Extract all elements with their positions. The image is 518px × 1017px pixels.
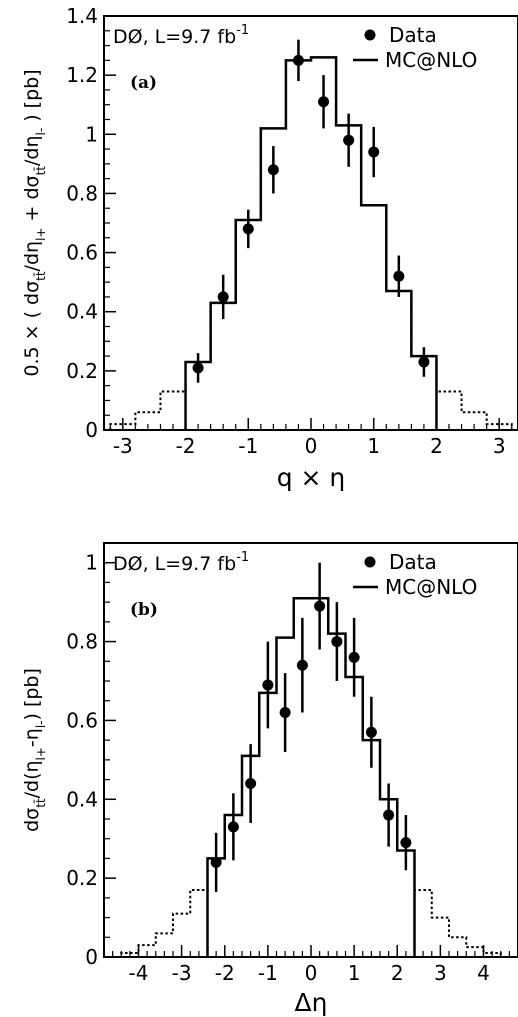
y-tick-label-a: 0 bbox=[85, 418, 98, 442]
data-point-a bbox=[368, 146, 380, 158]
y-tick-label-a: 0.2 bbox=[66, 359, 98, 383]
data-point-a bbox=[192, 362, 204, 374]
y-axis-title-a: 0.5 × ( dσtt̄/dηl+ + dσtt̄/dηl- ) [pb] bbox=[21, 69, 48, 376]
data-point-a bbox=[343, 134, 355, 146]
panel-a: -3 -2 -1 0 1 2 3 0 0.2 0.4 0.6 0.8 1 1.2 1.4 DØ, L=9.7… bbox=[21, 4, 518, 492]
mc-solid-histogram-a bbox=[184, 56, 438, 430]
panel-label-a: (a) bbox=[130, 73, 157, 93]
x-tick-label-b: 2 bbox=[391, 961, 404, 985]
legend-data-label-b: Data bbox=[389, 550, 437, 574]
x-tick-label-a: 0 bbox=[305, 434, 318, 458]
x-tick-label-a: 1 bbox=[367, 434, 380, 458]
x-axis-title-a: q × η bbox=[277, 463, 346, 492]
data-point-b bbox=[262, 679, 274, 691]
data-point-b bbox=[400, 837, 412, 849]
data-point-b bbox=[314, 600, 326, 612]
data-points-a bbox=[192, 39, 430, 383]
x-tick-label-a: -1 bbox=[238, 434, 258, 458]
x-tick-label-b: 4 bbox=[477, 961, 490, 985]
mc-solid-a bbox=[184, 56, 438, 430]
legend-mc-label-b: MC@NLO bbox=[385, 575, 477, 599]
data-point-b bbox=[365, 726, 377, 738]
x-tick-label-b: -2 bbox=[215, 961, 235, 985]
mc-dotted-histogram-b bbox=[104, 597, 518, 958]
y-tick-label-b: 0 bbox=[85, 945, 98, 969]
y-tick-label-a: 1.2 bbox=[66, 63, 98, 87]
x-tick-label-a: 2 bbox=[430, 434, 443, 458]
data-point-b bbox=[348, 651, 360, 663]
y-tick-label-b: 0.2 bbox=[66, 866, 98, 890]
data-point-b bbox=[331, 636, 343, 648]
x-tick-label-a: -2 bbox=[176, 434, 196, 458]
data-point-a bbox=[418, 356, 430, 368]
mc-dotted-histogram-a bbox=[109, 56, 513, 430]
x-tick-label-b: -3 bbox=[172, 961, 192, 985]
mc-solid-histogram-b bbox=[206, 596, 416, 957]
data-point-b bbox=[210, 856, 222, 868]
panel-label-b: (b) bbox=[130, 600, 158, 620]
legend-data-marker-a bbox=[364, 29, 376, 41]
data-point-b bbox=[383, 809, 395, 821]
experiment-label-a: DØ, L=9.7 fb-1 bbox=[113, 23, 249, 48]
x-axis-title-b: Δη bbox=[295, 988, 328, 1017]
y-tick-label-b: 0.4 bbox=[66, 787, 98, 811]
legend-data-label-a: Data bbox=[389, 23, 437, 47]
data-point-b bbox=[227, 821, 239, 833]
y-axis-title-b: dσtt̄/d(ηl+-ηl-) [pb] bbox=[21, 668, 48, 832]
data-point-a bbox=[242, 223, 254, 235]
x-tick-label-a: 3 bbox=[493, 434, 506, 458]
data-point-a bbox=[292, 54, 304, 66]
data-points-b bbox=[210, 562, 412, 892]
x-tick-label-a: -3 bbox=[113, 434, 133, 458]
y-tick-label-a: 0.4 bbox=[66, 300, 98, 324]
legend-a: Data MC@NLO bbox=[353, 23, 477, 72]
data-point-b bbox=[245, 778, 257, 790]
mc-dotted-a bbox=[109, 56, 513, 430]
experiment-label-b: DØ, L=9.7 fb-1 bbox=[113, 550, 249, 575]
y-tick-label-a: 1 bbox=[85, 122, 98, 146]
ticks-a: -3 -2 -1 0 1 2 3 0 0.2 0.4 0.6 0.8 1 1.2 1.4 bbox=[66, 4, 513, 458]
mc-dotted-b bbox=[104, 597, 518, 958]
x-tick-label-b: -4 bbox=[129, 961, 149, 985]
ticks-b: -4 -3 -2 -1 0 1 2 3 4 0 0.2 0.4 0.6 0.8 1 bbox=[66, 542, 518, 985]
legend-mc-label-a: MC@NLO bbox=[385, 48, 477, 72]
plot-frame-b bbox=[103, 542, 518, 958]
data-point-a bbox=[318, 96, 330, 108]
legend-b: Data MC@NLO bbox=[353, 550, 477, 599]
data-point-b bbox=[279, 707, 291, 719]
data-point-a bbox=[267, 164, 279, 176]
legend-data-marker-b bbox=[364, 556, 376, 568]
data-point-a bbox=[393, 270, 405, 282]
mc-solid-b bbox=[206, 596, 416, 957]
data-point-b bbox=[296, 659, 308, 671]
x-tick-label-b: 0 bbox=[305, 961, 318, 985]
data-point-a bbox=[217, 291, 229, 303]
x-tick-label-b: 3 bbox=[434, 961, 447, 985]
x-tick-label-b: -1 bbox=[258, 961, 278, 985]
plot-frame-a bbox=[103, 15, 518, 431]
y-tick-label-a: 1.4 bbox=[66, 4, 98, 28]
y-tick-label-b: 0.8 bbox=[66, 630, 98, 654]
x-tick-label-b: 1 bbox=[348, 961, 361, 985]
y-tick-label-b: 0.6 bbox=[66, 708, 98, 732]
panel-b: -4 -3 -2 -1 0 1 2 3 4 0 0.2 0.4 0.6 0.8 1 DØ, L=9.7 fb… bbox=[21, 542, 518, 1017]
y-tick-label-a: 0.6 bbox=[66, 241, 98, 265]
y-tick-label-a: 0.8 bbox=[66, 181, 98, 205]
y-tick-label-b: 1 bbox=[85, 551, 98, 575]
